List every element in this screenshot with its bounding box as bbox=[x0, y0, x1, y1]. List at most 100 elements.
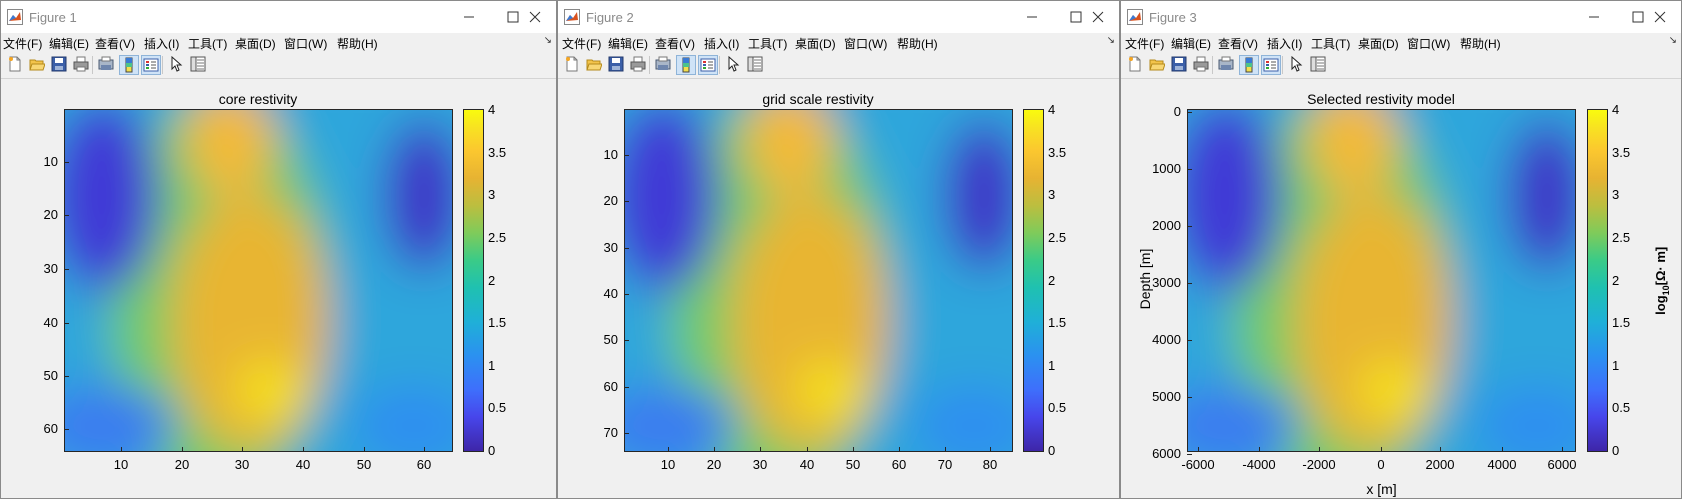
minimize-button[interactable] bbox=[1583, 6, 1605, 28]
title-bar[interactable]: Figure 1 bbox=[1, 1, 556, 33]
maximize-button[interactable] bbox=[1065, 6, 1087, 28]
y-tick-mark bbox=[64, 376, 69, 377]
x-tick-label: 80 bbox=[982, 457, 998, 472]
y-tick-label: 1000 bbox=[1152, 161, 1181, 176]
menu-overflow-icon[interactable]: ↘ bbox=[543, 35, 552, 46]
menu-item[interactable]: 编辑(E) bbox=[608, 37, 648, 51]
menu-item[interactable]: 工具(T) bbox=[1311, 37, 1351, 51]
x-tick-label: 30 bbox=[752, 457, 768, 472]
link-print-button[interactable] bbox=[1217, 55, 1237, 75]
open-folder-button[interactable] bbox=[28, 55, 48, 75]
menu-item[interactable]: 编辑(E) bbox=[1171, 37, 1211, 51]
menu-item[interactable]: 窗口(W) bbox=[844, 37, 888, 51]
colorbar[interactable] bbox=[463, 109, 484, 452]
x-tick-mark bbox=[242, 447, 243, 452]
open-folder-button[interactable] bbox=[585, 55, 605, 75]
matlab-icon bbox=[1127, 9, 1143, 25]
menu-overflow-icon[interactable]: ↘ bbox=[1668, 35, 1677, 46]
menu-item[interactable]: 窗口(W) bbox=[284, 37, 328, 51]
y-tick-mark bbox=[1187, 226, 1192, 227]
colorbar-tick-label: 1 bbox=[1612, 357, 1620, 373]
colorbar-tick-label: 4 bbox=[1612, 102, 1620, 117]
menu-item[interactable]: 查看(V) bbox=[1218, 37, 1258, 51]
minimize-button[interactable] bbox=[458, 6, 480, 28]
link-print-button[interactable] bbox=[97, 55, 117, 75]
colorbar[interactable] bbox=[1587, 109, 1608, 452]
heatmap-axes[interactable] bbox=[1187, 109, 1576, 452]
property-editor-button[interactable] bbox=[746, 55, 766, 75]
x-tick-label: 20 bbox=[706, 457, 722, 472]
x-tick-label: 2000 bbox=[1425, 457, 1455, 472]
heatmap-axes[interactable] bbox=[64, 109, 453, 452]
colorbar-button[interactable] bbox=[676, 55, 696, 75]
menu-item[interactable]: 窗口(W) bbox=[1407, 37, 1451, 51]
title-bar[interactable]: Figure 3 bbox=[1121, 1, 1681, 33]
new-file-button[interactable] bbox=[6, 55, 26, 75]
legend-button[interactable] bbox=[141, 55, 161, 75]
property-editor-button[interactable] bbox=[189, 55, 209, 75]
colorbar[interactable] bbox=[1023, 109, 1044, 452]
menu-item[interactable]: 工具(T) bbox=[188, 37, 228, 51]
menu-item[interactable]: 文件(F) bbox=[1125, 37, 1165, 51]
minimize-button[interactable] bbox=[1021, 6, 1043, 28]
menu-item[interactable]: 编辑(E) bbox=[49, 37, 89, 51]
colorbar-button[interactable] bbox=[119, 55, 139, 75]
menu-item[interactable]: 桌面(D) bbox=[795, 37, 836, 51]
link-print-button[interactable] bbox=[654, 55, 674, 75]
minimize-icon bbox=[458, 16, 480, 31]
print-button[interactable] bbox=[72, 55, 92, 75]
y-tick-mark bbox=[64, 269, 69, 270]
menu-bar: 文件(F) 编辑(E) 查看(V) 插入(I) 工具(T) 桌面(D) 窗口(W) 帮助(H)… bbox=[1121, 33, 1681, 52]
new-file-button[interactable] bbox=[1126, 55, 1146, 75]
maximize-button[interactable] bbox=[502, 6, 524, 28]
menu-item[interactable]: 插入(I) bbox=[144, 37, 180, 51]
open-folder-button[interactable] bbox=[1148, 55, 1168, 75]
menu-item[interactable]: 查看(V) bbox=[95, 37, 135, 51]
colorbar-tick-label: 0.5 bbox=[488, 400, 507, 416]
menu-item[interactable]: 插入(I) bbox=[1267, 37, 1303, 51]
colorbar-label-suffix: [Ω· m] bbox=[1653, 246, 1669, 285]
x-tick-mark bbox=[945, 447, 946, 452]
colorbar-button[interactable] bbox=[1239, 55, 1259, 75]
print-button[interactable] bbox=[629, 55, 649, 75]
save-button[interactable] bbox=[50, 55, 70, 75]
x-tick-label: 0 bbox=[1377, 457, 1385, 472]
menu-item[interactable]: 文件(F) bbox=[562, 37, 602, 51]
x-tick-mark bbox=[760, 447, 761, 452]
close-button[interactable] bbox=[1649, 6, 1671, 28]
menu-item[interactable]: 文件(F) bbox=[3, 37, 43, 51]
toolbar-separator bbox=[92, 56, 93, 74]
menu-item[interactable]: 桌面(D) bbox=[235, 37, 276, 51]
property-editor-button[interactable] bbox=[1309, 55, 1329, 75]
maximize-button[interactable] bbox=[1627, 6, 1649, 28]
print-button[interactable] bbox=[1192, 55, 1212, 75]
colorbar-tick-label: 0 bbox=[1612, 443, 1620, 458]
colorbar-tick-label: 2 bbox=[1048, 272, 1056, 288]
menu-item[interactable]: 帮助(H) bbox=[337, 37, 378, 51]
y-tick-label: 5000 bbox=[1152, 389, 1181, 404]
legend-button[interactable] bbox=[698, 55, 718, 75]
legend-button[interactable] bbox=[1261, 55, 1281, 75]
pointer-button[interactable] bbox=[724, 55, 744, 75]
y-tick-label: 20 bbox=[603, 193, 618, 208]
pointer-button[interactable] bbox=[1287, 55, 1307, 75]
close-button[interactable] bbox=[1087, 6, 1109, 28]
close-button[interactable] bbox=[524, 6, 546, 28]
menu-overflow-icon[interactable]: ↘ bbox=[1106, 35, 1115, 46]
menu-item[interactable]: 帮助(H) bbox=[1460, 37, 1501, 51]
menu-item[interactable]: 帮助(H) bbox=[897, 37, 938, 51]
figure-window-2: Figure 2 文件(F) 编辑(E) 查看(V) 插入(I) 工具(T) 桌面(D) 窗口… bbox=[557, 0, 1120, 499]
save-button[interactable] bbox=[607, 55, 627, 75]
save-button[interactable] bbox=[1170, 55, 1190, 75]
menu-item[interactable]: 工具(T) bbox=[748, 37, 788, 51]
menu-item[interactable]: 查看(V) bbox=[655, 37, 695, 51]
heatmap-axes[interactable] bbox=[624, 109, 1013, 452]
title-bar[interactable]: Figure 2 bbox=[558, 1, 1119, 33]
menu-item[interactable]: 桌面(D) bbox=[1358, 37, 1399, 51]
new-file-button[interactable] bbox=[563, 55, 583, 75]
menu-item[interactable]: 插入(I) bbox=[704, 37, 740, 51]
x-tick-mark bbox=[853, 447, 854, 452]
y-axis-label: Depth [m] bbox=[1137, 248, 1153, 309]
pointer-button[interactable] bbox=[167, 55, 187, 75]
y-tick-label: 2000 bbox=[1152, 218, 1181, 233]
